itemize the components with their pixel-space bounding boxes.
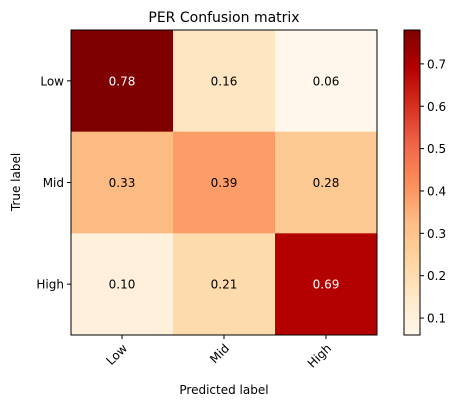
chart-title: PER Confusion matrix	[148, 10, 299, 26]
colorbar-tick-label: 0.4	[427, 184, 446, 198]
colorbar-tick-label: 0.1	[427, 312, 446, 326]
cell-value-label: 0.06	[313, 74, 340, 88]
y-tick-label: Low	[40, 74, 64, 88]
heatmap-cell-labels: 0.78 0.16 0.06 0.33 0.39 0.28 0.10 0.21 0.69	[109, 74, 340, 291]
colorbar-tick-label: 0.5	[427, 142, 446, 156]
heatmap-cell	[173, 233, 276, 336]
x-tick-label: Mid	[207, 341, 232, 366]
heatmap-cell	[275, 30, 378, 133]
x-axis-ticks: Low Mid High	[104, 335, 334, 371]
cell-value-label: 0.21	[211, 278, 238, 292]
heatmap-cell	[71, 233, 174, 336]
y-tick-label: High	[36, 278, 64, 292]
cell-value-label: 0.28	[313, 176, 340, 190]
x-axis-label: Predicted label	[179, 383, 268, 397]
colorbar-ticks: 0.1 0.2 0.3 0.4 0.5 0.6 0.7	[420, 57, 446, 326]
y-axis-label: True label	[9, 153, 23, 212]
cell-value-label: 0.16	[211, 74, 238, 88]
cell-value-label: 0.39	[211, 176, 238, 190]
heatmap-cell	[71, 30, 174, 133]
colorbar-tick-label: 0.6	[427, 100, 446, 114]
colorbar-tick-label: 0.2	[427, 269, 446, 283]
y-axis-ticks: Low Mid High	[36, 74, 71, 292]
heatmap-cell	[275, 233, 378, 336]
heatmap-cell	[71, 131, 174, 234]
colorbar-tick-label: 0.7	[427, 57, 446, 71]
y-tick-label: Mid	[43, 176, 64, 190]
x-tick-label: Low	[104, 341, 131, 368]
colorbar-tick-label: 0.3	[427, 227, 446, 241]
colorbar	[403, 29, 421, 336]
heatmap-cell	[173, 30, 276, 133]
cell-value-label: 0.78	[109, 74, 136, 88]
cell-value-label: 0.33	[109, 176, 136, 190]
x-tick-label: High	[305, 341, 334, 370]
heatmap-cell	[275, 131, 378, 234]
cell-value-label: 0.10	[109, 278, 136, 292]
heatmap-cells	[71, 30, 378, 336]
heatmap-cell	[173, 131, 276, 234]
cell-value-label: 0.69	[313, 278, 340, 292]
